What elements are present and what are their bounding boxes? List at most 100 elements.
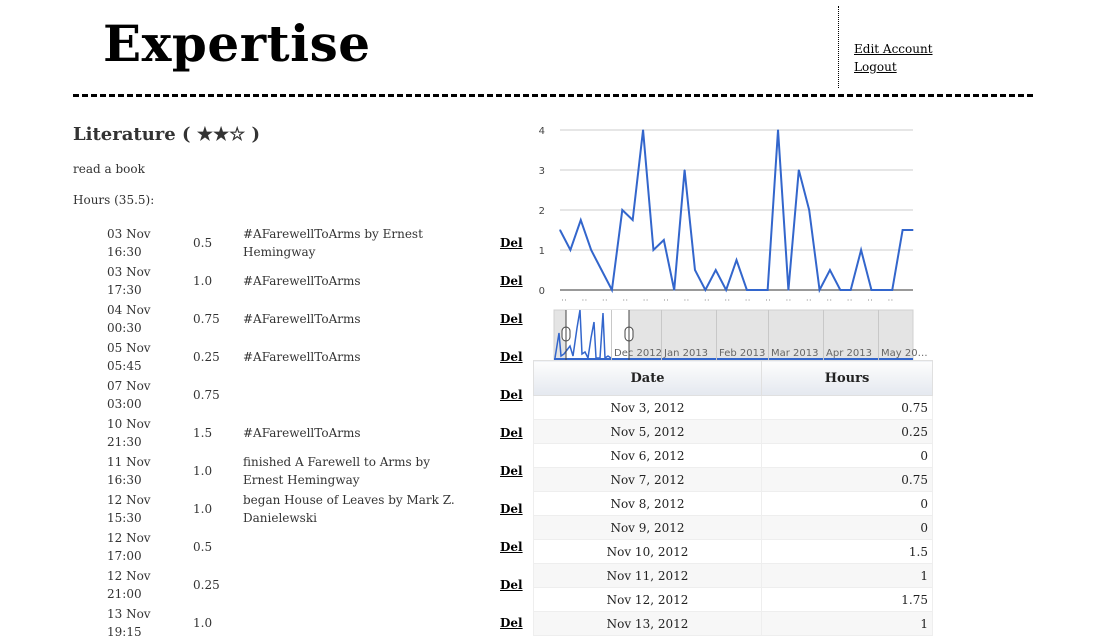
chart-point <box>777 129 779 131</box>
chart-y-tick-label: 1 <box>539 246 545 257</box>
log-date-time: 16:30 <box>107 473 142 487</box>
table-row[interactable]: Nov 10, 2012 1.5 <box>533 539 933 564</box>
log-row: 11 Nov 16:30 1.0 finished A Farewell to Arm… <box>107 453 527 491</box>
delete-link[interactable]: Del <box>500 312 523 326</box>
delete-link[interactable]: Del <box>500 578 523 592</box>
table-cell-date: Nov 7, 2012 <box>533 467 762 492</box>
log-row: 04 Nov 00:30 0.75 #AFarewellToArms Del <box>107 301 527 339</box>
hours-log: 03 Nov 16:30 0.5 #AFarewellToArms by Ernest… <box>107 225 527 643</box>
log-date-day: 10 Nov <box>107 417 151 431</box>
log-date-time: 15:30 <box>107 511 142 525</box>
chart-point <box>569 249 571 251</box>
header-rule <box>73 94 1033 97</box>
delete-link[interactable]: Del <box>500 426 523 440</box>
skill-stars: ★★☆ <box>196 124 246 145</box>
table-cell-date: Nov 3, 2012 <box>533 395 762 420</box>
chart-point <box>881 289 883 291</box>
hours-column-header[interactable]: Hours <box>761 360 933 396</box>
chart-point <box>818 289 821 291</box>
log-row: 12 Nov 15:30 1.0 began House of Leaves by M… <box>107 491 527 529</box>
table-row[interactable]: Nov 3, 2012 0.75 <box>533 395 933 420</box>
logout-link[interactable]: Logout <box>854 60 897 74</box>
date-column-header[interactable]: Date <box>533 360 762 396</box>
log-row: 10 Nov 21:30 1.5 #AFarewellToArms Del <box>107 415 527 453</box>
log-note: #AFarewellToArms <box>243 312 361 326</box>
log-date: 12 Nov 21:00 <box>107 567 187 603</box>
log-date-day: 07 Nov <box>107 379 151 393</box>
log-date-day: 03 Nov <box>107 227 151 241</box>
range-selector-series <box>554 309 612 361</box>
table-cell-hours: 1.75 <box>761 587 933 612</box>
table-row[interactable]: Nov 6, 2012 0 <box>533 443 933 468</box>
delete-link[interactable]: Del <box>500 350 523 364</box>
log-date: 13 Nov 19:15 <box>107 605 187 641</box>
table-cell-hours: 1.5 <box>761 539 933 564</box>
delete-link[interactable]: Del <box>500 388 523 402</box>
table-cell-date: Nov 6, 2012 <box>533 443 762 468</box>
chart-point <box>673 289 675 291</box>
log-date-time: 00:30 <box>107 321 142 335</box>
log-date: 10 Nov 21:30 <box>107 415 187 451</box>
table-cell-hours: 1 <box>761 611 933 636</box>
range-label: Apr 2013 <box>826 348 872 359</box>
table-row[interactable]: Nov 8, 2012 0 <box>533 491 933 516</box>
table-cell-date: Nov 12, 2012 <box>533 587 762 612</box>
log-date-time: 03:00 <box>107 397 142 411</box>
log-row: 07 Nov 03:00 0.75 Del <box>107 377 527 415</box>
chart-point <box>580 219 582 221</box>
log-hours: 1.0 <box>193 464 213 478</box>
delete-link[interactable]: Del <box>500 274 523 288</box>
table-cell-hours: 0.75 <box>761 467 933 492</box>
chart-point <box>798 169 800 171</box>
table-cell-hours: 0.75 <box>761 395 933 420</box>
delete-link[interactable]: Del <box>500 616 523 630</box>
log-date-day: 11 Nov <box>107 455 151 469</box>
app-title: Expertise <box>103 14 371 73</box>
chart-point <box>683 169 686 171</box>
skill-name: Literature <box>73 124 176 145</box>
log-hours: 1.5 <box>193 426 213 440</box>
table-cell-date: Nov 11, 2012 <box>533 563 762 588</box>
log-date: 04 Nov 00:30 <box>107 301 187 337</box>
table-row[interactable]: Nov 12, 2012 1.75 <box>533 587 933 612</box>
log-date-time: 21:30 <box>107 435 142 449</box>
table-row[interactable]: Nov 11, 2012 1 <box>533 563 933 588</box>
account-menu: Edit Account Logout <box>854 40 933 76</box>
chart-point <box>621 209 623 211</box>
chart-point <box>787 289 790 291</box>
log-date-day: 04 Nov <box>107 303 151 317</box>
delete-link[interactable]: Del <box>500 540 523 554</box>
table-cell-hours: 0.25 <box>761 419 933 444</box>
chart-point <box>902 229 904 231</box>
chart-point <box>611 289 613 291</box>
log-date-time: 21:00 <box>107 587 142 601</box>
table-cell-date: Nov 13, 2012 <box>533 611 762 636</box>
chart-point <box>735 259 738 261</box>
table-cell-hours: 0 <box>761 443 933 468</box>
delete-link[interactable]: Del <box>500 502 523 516</box>
table-row[interactable]: Nov 7, 2012 0.75 <box>533 467 933 492</box>
hours-chart-svg[interactable]: 0 1 2 3 4 Dec 2012 Jan 2013 Feb 2013 Mar 2013 Apr… <box>533 118 933 363</box>
chart-point <box>912 229 914 231</box>
edit-account-link[interactable]: Edit Account <box>854 42 933 56</box>
table-row[interactable]: Nov 5, 2012 0.25 <box>533 419 933 444</box>
log-row: 03 Nov 17:30 1.0 #AFarewellToArms Del <box>107 263 527 301</box>
table-row[interactable]: Nov 13, 2012 1 <box>533 611 933 636</box>
table-cell-hours: 0 <box>761 491 933 516</box>
chart-point <box>704 289 706 291</box>
hours-chart: 0 1 2 3 4 Dec 2012 Jan 2013 Feb 2013 Mar 2013 Apr… <box>533 118 933 363</box>
chart-point <box>746 289 748 291</box>
log-date-time: 16:30 <box>107 245 142 259</box>
delete-link[interactable]: Del <box>500 464 523 478</box>
chart-y-tick-label: 3 <box>539 166 545 177</box>
table-cell-date: Nov 9, 2012 <box>533 515 762 540</box>
chart-y-tick-label: 2 <box>539 206 545 217</box>
chart-point <box>559 229 561 231</box>
log-date: 07 Nov 03:00 <box>107 377 187 413</box>
delete-link[interactable]: Del <box>500 236 523 250</box>
skill-title: Literature ( ★★☆ ) <box>73 124 261 145</box>
table-row[interactable]: Nov 9, 2012 0 <box>533 515 933 540</box>
log-row: 12 Nov 17:00 0.5 Del <box>107 529 527 567</box>
chart-point <box>829 269 831 271</box>
log-note: began House of Leaves by Mark Z. Daniele… <box>243 493 455 525</box>
